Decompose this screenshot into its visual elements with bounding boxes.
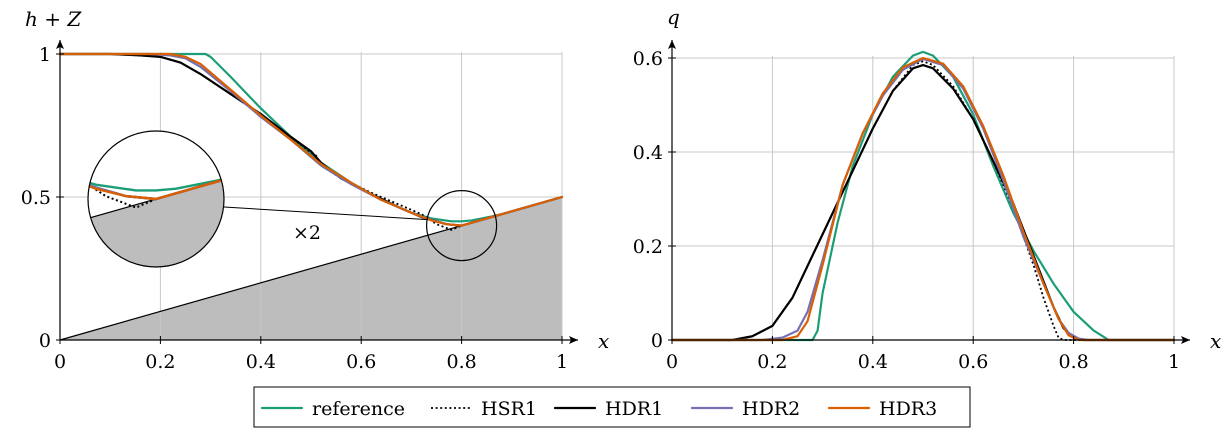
zoom-inset: ×2	[87, 130, 498, 268]
series-group	[58, 52, 564, 231]
y-tick-label: 0	[651, 330, 663, 352]
x-tick-label: 0	[666, 351, 678, 373]
x-tick-label: 0.8	[446, 351, 476, 373]
zoom-connector	[223, 206, 428, 221]
x-axis-arrow	[1181, 336, 1190, 344]
legend-label-hdr1: HDR1	[605, 398, 663, 420]
y-tick-label: 0.5	[21, 187, 51, 209]
discharge-chart: 0 0.2 0.4 0.6 0.8 100.20.40.6qx	[633, 5, 1222, 373]
x-tick-label: 0.4	[858, 351, 888, 373]
x-tick-label: 1	[556, 351, 568, 373]
zoom-source-circle	[426, 190, 498, 262]
series-line-hdr3	[58, 52, 564, 227]
x-tick-label: 0.6	[958, 351, 988, 373]
series-group	[670, 50, 1176, 342]
series-line-hdr1	[670, 63, 1176, 342]
legend: reference HSR1 HDR1 HDR2 HDR3	[253, 386, 971, 428]
y-tick-label: 0.6	[633, 48, 663, 70]
y-tick-label: 0.2	[633, 236, 663, 258]
legend-label-hdr3: HDR3	[879, 398, 937, 420]
x-axis-label: x	[598, 329, 609, 353]
legend-label-reference: reference	[312, 398, 405, 420]
zoom-series-hsr1	[88, 131, 224, 209]
x-tick-label: 0	[54, 351, 66, 373]
x-axis-label: x	[1210, 329, 1221, 353]
series-line-hdr3	[670, 56, 1176, 342]
y-axis-label: h + Z	[25, 7, 82, 31]
x-tick-label: 0.2	[145, 351, 175, 373]
legend-label-hsr1: HSR1	[481, 398, 537, 420]
x-tick-label: 0.8	[1058, 351, 1088, 373]
x-tick-label: 1	[1168, 351, 1180, 373]
y-tick-label: 0.4	[633, 142, 663, 164]
y-tick-label: 1	[39, 44, 51, 66]
legend-label-hdr2: HDR2	[742, 398, 800, 420]
zoom-circle-border	[87, 130, 225, 268]
gridlines	[672, 56, 1175, 340]
x-tick-label: 0.6	[346, 351, 376, 373]
zoom-factor-label: ×2	[293, 222, 321, 244]
y-axis-arrow	[668, 40, 676, 49]
zoom-series-hdr3	[88, 131, 224, 201]
height-chart: 0 0.2 0.4 0.6 0.8 1 0 0.5 1 h + Z x ×2	[21, 7, 610, 373]
series-line-reference	[670, 50, 1176, 342]
x-tick-label: 0.2	[757, 351, 787, 373]
series-line-hsr1	[672, 60, 1174, 341]
zoom-series-reference	[88, 131, 224, 192]
y-axis-label: q	[667, 5, 680, 29]
y-axis-arrow	[56, 40, 64, 49]
x-axis-arrow	[569, 336, 578, 344]
series-line-hdr2	[670, 57, 1176, 342]
x-tick-label: 0.4	[246, 351, 276, 373]
y-tick-label: 0	[39, 330, 51, 352]
